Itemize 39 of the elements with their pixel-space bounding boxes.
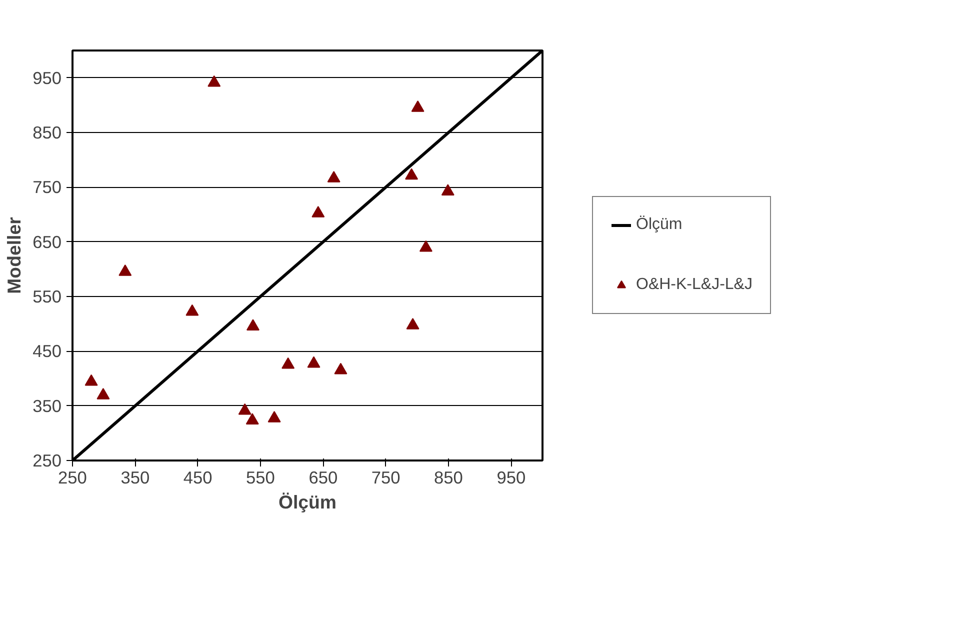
point (246, 319, 260, 331)
x-tick-label: 350 (120, 468, 150, 488)
y-tick-label: 450 (32, 341, 62, 362)
y-tick-label: 350 (32, 396, 62, 416)
x-tick-label: 750 (371, 468, 400, 488)
y-axis-title: Modeller (4, 217, 25, 294)
point (118, 264, 132, 276)
point (186, 304, 199, 316)
point (208, 75, 221, 87)
y-tick-label: 850 (32, 122, 62, 142)
point (268, 410, 281, 422)
point (419, 240, 432, 252)
point (282, 357, 295, 369)
y-tick-label: 550 (32, 286, 62, 306)
legend-label: O&H-K-L&J-L&J (636, 276, 752, 294)
x-tick-label: 850 (434, 468, 463, 488)
point (411, 100, 424, 112)
point (327, 170, 340, 182)
x-tick-label: 450 (183, 468, 212, 488)
y-tick-label: 250 (32, 450, 62, 470)
point (246, 413, 259, 425)
point (84, 374, 98, 386)
point (238, 403, 252, 415)
y-tick-label: 950 (32, 68, 62, 88)
x-tick-label: 550 (246, 468, 275, 488)
point (96, 388, 110, 400)
x-tick-label: 250 (58, 468, 87, 488)
point (441, 184, 454, 196)
point (334, 362, 348, 374)
point (405, 168, 418, 180)
point (406, 318, 420, 330)
x-tick-label: 950 (496, 468, 526, 488)
y-tick-label: 750 (32, 177, 62, 198)
point (307, 356, 320, 368)
point (312, 206, 325, 218)
x-axis-title: Ölçüm (278, 492, 337, 512)
x-tick-label: 650 (308, 468, 338, 488)
legend-label: Ölçüm (636, 216, 682, 234)
y-tick-label: 650 (32, 232, 62, 252)
